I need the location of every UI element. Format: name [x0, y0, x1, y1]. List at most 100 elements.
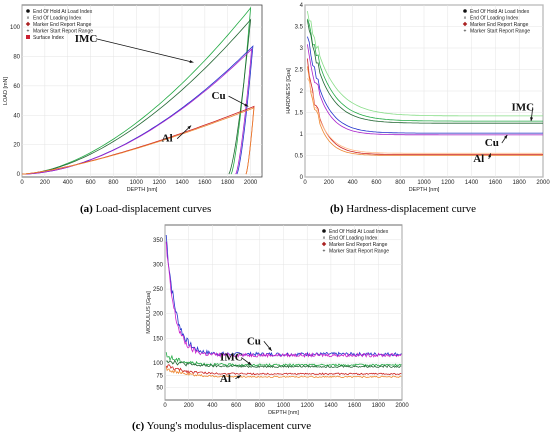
x-tick-label: 800: [395, 180, 406, 186]
x-tick-label: 2000: [244, 180, 258, 186]
legend-marker: +: [27, 29, 30, 35]
legend-marker: [25, 21, 31, 27]
plot-frame-a: [21, 4, 263, 178]
annotation-label: Al: [162, 133, 173, 145]
x-tick-label: 600: [231, 403, 242, 409]
x-tick-label: 200: [184, 403, 195, 409]
annotation-arrowhead: [244, 103, 249, 107]
x-tick-label: 1400: [465, 180, 479, 186]
legend-marker: [463, 9, 467, 13]
y-tick-label: 80: [13, 54, 20, 60]
y-tick-label: 300: [153, 262, 164, 268]
y-tick-label: 100: [153, 361, 164, 367]
x-tick-label: 2000: [536, 180, 550, 186]
y-tick-label: 3: [300, 46, 304, 52]
x-axis-label: DEPTH [nm]: [268, 410, 299, 416]
y-tick-label: 100: [10, 25, 21, 31]
y-tick-label: 4: [300, 3, 304, 9]
series-line-a-1: [21, 18, 252, 175]
y-tick-label: 0.5: [295, 154, 304, 160]
y-tick-label: 250: [153, 287, 164, 293]
legend-entry: Surface Index: [33, 35, 64, 41]
y-tick-label: 50: [156, 386, 163, 392]
annotation-arrowhead: [236, 375, 241, 379]
legend-entry: Marker End Report Range: [470, 22, 529, 28]
series-line-c-3: [166, 359, 402, 369]
legend-marker: ×: [323, 236, 326, 242]
x-tick-label: 1000: [130, 180, 144, 186]
x-tick-label: 800: [108, 180, 119, 186]
legend-entry: End Of Loading Index: [470, 15, 519, 21]
x-tick-label: 400: [207, 403, 218, 409]
y-tick-label: 20: [13, 143, 20, 149]
y-tick-label: 350: [153, 238, 164, 244]
legend-marker: [322, 229, 326, 233]
annotation-label: IMC: [511, 101, 534, 113]
annotation-arrowhead: [247, 361, 252, 365]
series-line-b-1: [307, 18, 543, 122]
x-tick-label: 200: [324, 180, 335, 186]
legend-entry: End Of Hold At Load Index: [470, 9, 530, 15]
annotation-label: IMC: [220, 352, 243, 364]
x-tick-label: 1400: [324, 403, 338, 409]
annotation-label: Al: [473, 153, 484, 165]
y-tick-label: 1: [300, 132, 304, 138]
x-tick-label: 1400: [175, 180, 189, 186]
series-line-c-5: [165, 366, 402, 379]
legend-entry: Marker End Report Range: [33, 22, 92, 28]
x-tick-label: 0: [303, 180, 307, 186]
x-tick-label: 600: [86, 180, 97, 186]
series-line-a-5: [21, 107, 255, 175]
y-tick-label: 1.5: [295, 111, 304, 117]
legend-entry: Marker Start Report Range: [329, 248, 389, 254]
x-tick-label: 1800: [372, 403, 386, 409]
annotation-label: Cu: [485, 137, 499, 149]
x-tick-label: 200: [40, 180, 51, 186]
x-tick-label: 1600: [489, 180, 503, 186]
annotation-arrowhead: [503, 134, 508, 139]
x-tick-label: 1800: [221, 180, 235, 186]
y-axis-label: MODULUS [Gpa]: [146, 291, 152, 334]
caption-a: (a) Load-displacement curves: [80, 203, 212, 215]
legend-entry: Marker Start Report Range: [470, 28, 530, 34]
legend-marker: [26, 35, 30, 39]
chart-c: 0 200 400 600 800 1000 1200 1400 1600 1800 2000 50 7…: [146, 224, 409, 416]
y-axis-label: LOAD [mN]: [3, 76, 9, 105]
caption-c: (c) Young's modulus-displacement curve: [132, 420, 312, 432]
series-line-c-1: [165, 241, 402, 359]
x-tick-label: 1000: [277, 403, 291, 409]
x-tick-label: 1600: [198, 180, 212, 186]
x-tick-label: 1600: [348, 403, 362, 409]
series-line-b-7: [307, 78, 543, 154]
series-line-c-4: [165, 364, 402, 376]
series-line-b-4: [307, 44, 543, 136]
legend-marker: +: [464, 29, 467, 35]
y-tick-label: 150: [153, 336, 164, 342]
y-tick-label: 0: [17, 172, 21, 178]
y-tick-label: 2: [300, 89, 304, 95]
y-tick-label: 60: [13, 84, 20, 90]
x-axis-label: DEPTH [nm]: [127, 187, 158, 193]
legend-marker: ×: [27, 16, 30, 22]
legend-entry: End Of Hold At Load Index: [33, 9, 93, 15]
x-tick-label: 2000: [395, 403, 409, 409]
y-tick-label: 2.5: [295, 68, 304, 74]
series-line-b-6: [307, 66, 543, 156]
series-line-b-0: [307, 11, 543, 117]
x-tick-label: 1000: [417, 180, 431, 186]
x-tick-label: 400: [63, 180, 74, 186]
annotation-label: Al: [220, 373, 231, 385]
y-tick-label: 0: [300, 175, 304, 181]
series-line-b-3: [307, 36, 543, 134]
annotation-arrowhead: [268, 346, 272, 351]
chart-b: 0 200 400 600 800 1000 1200 1400 1600 1800 2000 0 0.…: [286, 3, 550, 193]
y-tick-label: 75: [156, 373, 163, 379]
x-axis-label: DEPTH [nm]: [409, 187, 440, 193]
annotation-arrow: [95, 38, 194, 63]
y-tick-label: 3.5: [295, 25, 304, 31]
legend-entry: End Of Loading Index: [329, 235, 378, 241]
annotation-label: IMC: [75, 33, 98, 45]
series-line-b-5: [307, 58, 543, 155]
series-line-c-2: [165, 352, 402, 367]
